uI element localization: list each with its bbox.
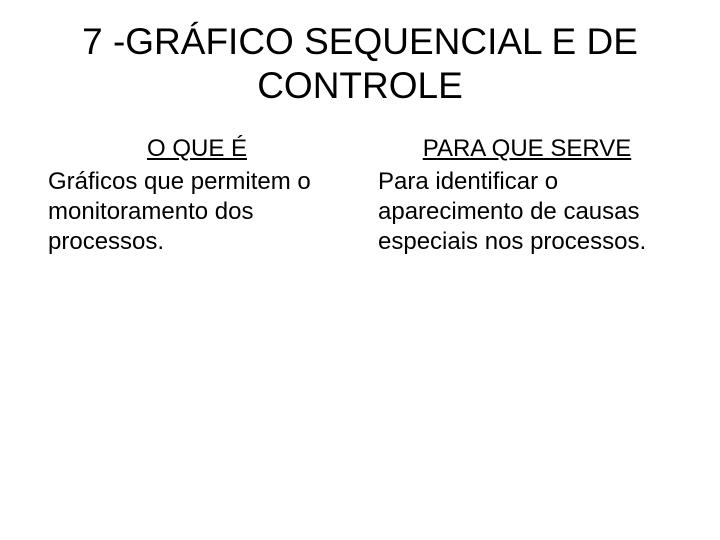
page-title: 7 -GRÁFICO SEQUENCIAL E DE CONTROLE: [44, 20, 676, 109]
two-column-layout: O QUE É Gráficos que permitem o monitora…: [44, 133, 676, 257]
left-heading: O QUE É: [48, 133, 346, 165]
slide: 7 -GRÁFICO SEQUENCIAL E DE CONTROLE O QU…: [0, 0, 720, 540]
column-left: O QUE É Gráficos que permitem o monitora…: [44, 133, 346, 257]
left-body: Gráficos que permitem o monitoramento do…: [48, 167, 346, 257]
column-right: PARA QUE SERVE Para identificar o aparec…: [378, 133, 676, 257]
right-heading: PARA QUE SERVE: [378, 133, 676, 165]
right-body: Para identificar o aparecimento de causa…: [378, 167, 676, 257]
